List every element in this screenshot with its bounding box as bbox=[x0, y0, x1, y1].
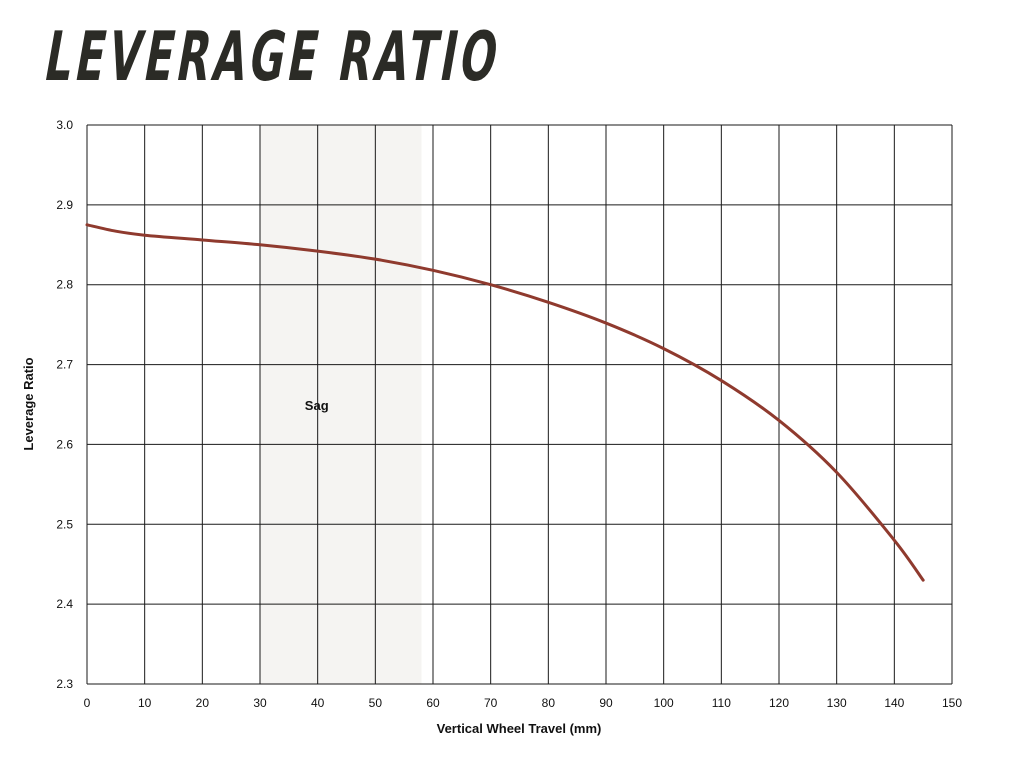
x-tick-label: 70 bbox=[484, 696, 498, 710]
x-tick-label: 20 bbox=[196, 696, 210, 710]
x-tick-label: 110 bbox=[712, 696, 731, 710]
y-tick-label: 2.9 bbox=[56, 198, 73, 212]
x-tick-label: 130 bbox=[827, 696, 847, 710]
x-tick-label: 40 bbox=[311, 696, 325, 710]
sag-band bbox=[260, 125, 422, 684]
x-tick-label: 50 bbox=[369, 696, 383, 710]
y-tick-label: 2.3 bbox=[56, 677, 73, 691]
y-axis-label: Leverage Ratio bbox=[21, 357, 36, 450]
x-tick-label: 80 bbox=[542, 696, 556, 710]
x-tick-label: 60 bbox=[426, 696, 440, 710]
grid-layer bbox=[86, 124, 953, 685]
y-tick-label: 3.0 bbox=[56, 118, 73, 132]
x-tick-label: 100 bbox=[654, 696, 674, 710]
y-tick-label: 2.5 bbox=[56, 517, 73, 531]
x-tick-label: 150 bbox=[942, 696, 962, 710]
x-axis-label: Vertical Wheel Travel (mm) bbox=[437, 721, 602, 736]
y-tick-label: 2.4 bbox=[56, 597, 73, 611]
tick-layer: 0 10 20 30 40 50 60 70 80 90 100 110 120 130 140 150 3.0… bbox=[56, 118, 962, 710]
x-tick-label: 90 bbox=[599, 696, 613, 710]
x-tick-label: 30 bbox=[253, 696, 267, 710]
y-tick-label: 2.6 bbox=[56, 437, 73, 451]
x-tick-label: 120 bbox=[769, 696, 789, 710]
sag-label: Sag bbox=[305, 398, 329, 413]
leverage-ratio-line bbox=[85, 223, 925, 582]
y-tick-label: 2.8 bbox=[56, 278, 73, 292]
y-tick-label: 2.7 bbox=[56, 358, 73, 372]
x-tick-label: 140 bbox=[884, 696, 904, 710]
x-tick-label: 0 bbox=[84, 696, 91, 710]
x-tick-label: 10 bbox=[138, 696, 152, 710]
sag-band-layer: Sag bbox=[260, 125, 422, 684]
series-layer bbox=[85, 223, 925, 582]
